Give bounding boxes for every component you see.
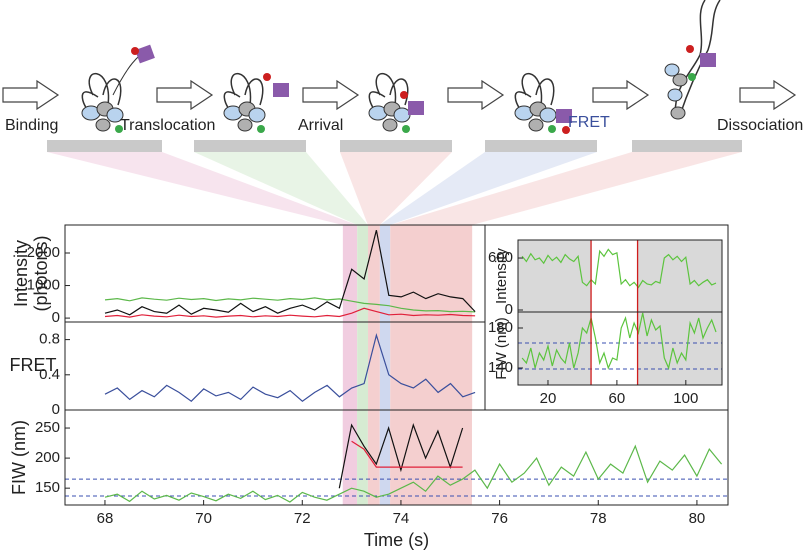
shaded-region <box>368 322 380 410</box>
shaded-region <box>342 410 358 505</box>
x-axis-label: Time (s) <box>364 530 429 550</box>
y-tick-label: 0 <box>52 401 60 418</box>
y-tick-label: 600 <box>488 249 513 266</box>
shaded-region <box>390 225 473 322</box>
marked-interval <box>591 240 638 312</box>
y-axis-label: FRET <box>10 355 57 375</box>
x-tick-label: 76 <box>491 510 508 527</box>
y-tick-label: 0.4 <box>39 366 60 383</box>
stage-label: Dissociation <box>717 117 803 134</box>
y-tick-label: 0 <box>52 309 60 326</box>
x-tick-label: 70 <box>195 510 212 527</box>
shaded-region <box>357 410 368 505</box>
series-line <box>104 333 476 402</box>
shaded-region <box>379 410 391 505</box>
x-tick-label: 72 <box>294 510 311 527</box>
y-tick-label: 150 <box>35 479 60 496</box>
series-line <box>521 248 717 289</box>
x-tick-label: 20 <box>540 390 557 407</box>
y-tick-label: 180 <box>488 319 513 336</box>
stage-label: FRET <box>568 114 610 131</box>
series-line <box>521 312 717 370</box>
shaded-region <box>342 322 358 410</box>
stage-label: Translocation <box>120 117 215 134</box>
shaded-region <box>367 410 380 505</box>
series-line <box>104 444 723 503</box>
y-axis-label: Intensity <box>493 248 510 304</box>
schematic: Binding Translocation Arrival FRET Disso… <box>2 0 803 152</box>
y-tick-label: 0.8 <box>39 331 60 348</box>
y-tick-label: 0 <box>505 301 513 318</box>
y-axis-label: FIW (nm) <box>493 317 510 379</box>
series-line <box>104 307 476 318</box>
y-tick-label: 2000 <box>27 244 60 261</box>
stage-fan <box>194 152 368 225</box>
y-axis-label: (photons) <box>31 235 51 311</box>
series-line <box>104 297 476 313</box>
stage-label: Arrival <box>298 117 343 134</box>
y-axis-label: Intensity <box>11 240 31 307</box>
series-line <box>338 423 464 489</box>
x-tick-label: 78 <box>590 510 607 527</box>
x-tick-label: 60 <box>609 390 626 407</box>
shaded-region <box>368 225 380 322</box>
shaded-region <box>379 322 391 410</box>
shaded-region <box>357 322 369 410</box>
x-tick-label: 68 <box>97 510 114 527</box>
series-line <box>351 440 463 468</box>
stage-fan <box>340 152 452 225</box>
x-tick-label: 80 <box>689 510 706 527</box>
plot-frame <box>64 409 729 506</box>
y-tick-label: 250 <box>35 419 60 436</box>
plot-frame <box>517 311 723 386</box>
stage-fan <box>390 152 742 225</box>
shaded-region <box>357 225 369 322</box>
shaded-region <box>390 410 472 505</box>
y-tick-label: 1000 <box>27 277 60 294</box>
stage-fan <box>379 152 597 225</box>
shaded-region <box>390 322 473 410</box>
stage-fan <box>47 152 358 225</box>
stage-label: Binding <box>5 117 58 134</box>
y-tick-label: 200 <box>35 449 60 466</box>
x-tick-label: 100 <box>673 390 698 407</box>
y-tick-label: 140 <box>488 359 513 376</box>
y-axis-label: FIW (nm) <box>9 420 29 495</box>
marked-interval <box>591 312 638 385</box>
x-tick-label: 74 <box>393 510 410 527</box>
series-line <box>104 230 476 316</box>
